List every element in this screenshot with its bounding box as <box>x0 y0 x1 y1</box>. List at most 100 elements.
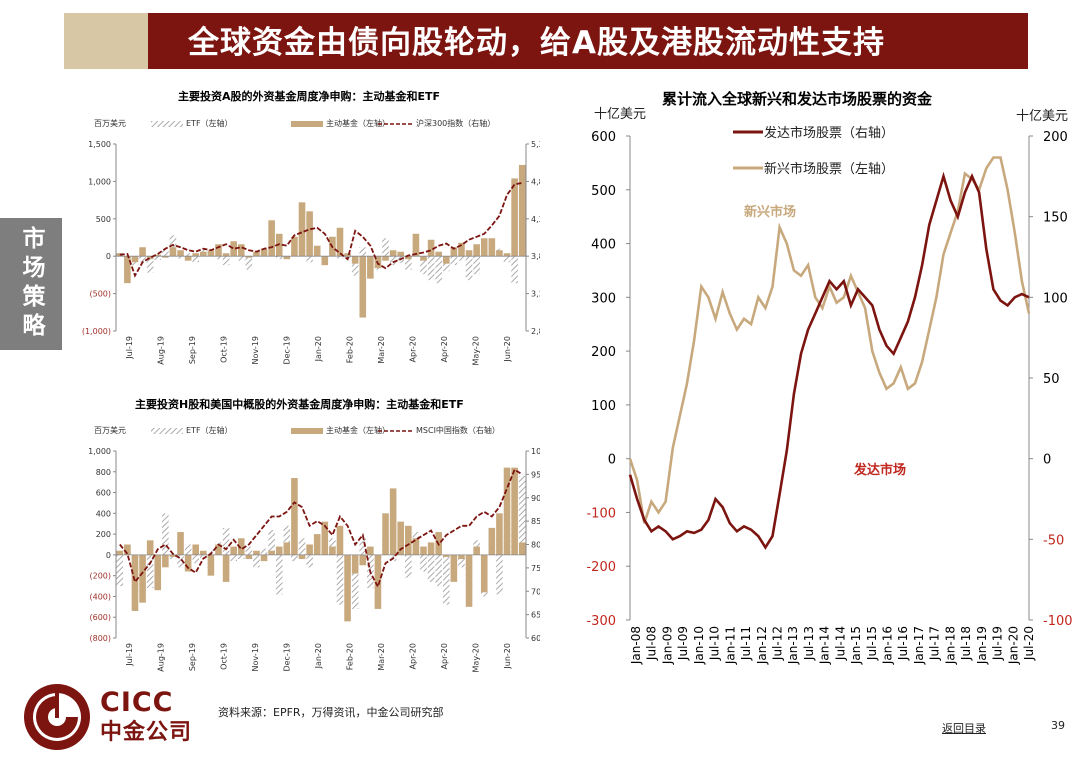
active-fund-bar <box>177 250 184 257</box>
active-fund-bar <box>480 554 488 593</box>
active-fund-bar <box>162 554 169 568</box>
active-fund-bar <box>116 253 124 257</box>
active-fund-bar <box>450 554 458 582</box>
legend-label-dm: 发达市场股票（右轴） <box>764 125 894 141</box>
x-tick-label: Jan-19 <box>975 626 989 665</box>
logo-text-cn: 中金公司 <box>100 720 193 745</box>
x-tick-label: Jan-11 <box>723 626 737 665</box>
left-tick-label: -100 <box>586 506 616 521</box>
active-fund-bar <box>207 250 215 257</box>
right-tick-label: 100 <box>531 447 540 456</box>
active-fund-bar <box>427 239 435 257</box>
x-tick-label: Feb-20 <box>346 643 355 670</box>
left-tick-label: 0 <box>608 453 616 468</box>
x-tick-label: Jul-15 <box>865 626 879 661</box>
active-fund-bar <box>306 211 313 257</box>
right-tick-label: 4,300 <box>531 215 540 224</box>
left-tick-label: -300 <box>586 614 616 629</box>
active-fund-bar <box>230 546 237 555</box>
etf-bar <box>177 554 184 568</box>
etf-bar <box>245 546 253 555</box>
active-fund-bar <box>351 554 359 574</box>
etf-bar <box>458 554 465 568</box>
etf-bar <box>169 554 177 560</box>
active-fund-bar <box>146 256 154 260</box>
active-fund-bar <box>268 220 275 257</box>
left-tick-label: 600 <box>591 130 616 145</box>
active-fund-bar <box>420 546 427 555</box>
etf-bar <box>442 554 450 605</box>
active-fund-bar <box>275 546 283 555</box>
active-fund-bar <box>480 238 488 257</box>
etf-bar <box>427 256 435 281</box>
x-tick-label: Jul-19 <box>125 643 134 667</box>
etf-bar <box>222 527 230 555</box>
active-fund-bar <box>412 233 420 257</box>
active-fund-bar <box>465 554 473 607</box>
x-tick-label: Jul-18 <box>959 626 973 661</box>
x-tick-label: Feb-20 <box>346 336 355 363</box>
active-fund-bar <box>268 550 275 555</box>
x-tick-label: Mar-20 <box>377 336 386 364</box>
etf-bar <box>291 554 298 562</box>
legend-label-active: 主动基金（左轴） <box>326 425 390 435</box>
x-tick-label: Jan-12 <box>755 626 769 665</box>
right-tick-label: 200 <box>1043 130 1068 145</box>
x-tick-label: Dec-19 <box>282 643 291 672</box>
x-tick-label: Nov-19 <box>251 336 260 364</box>
x-tick-label: Jul-19 <box>991 626 1005 661</box>
x-tick-label: Mar-20 <box>377 643 386 671</box>
chart3-cumulative-flows: 十亿美元 十亿美元-300-200-1000100200300400500600-… <box>586 107 1072 665</box>
x-tick-label: Jun-20 <box>503 336 512 363</box>
x-tick-label: Nov-19 <box>251 643 260 671</box>
active-fund-bar <box>496 250 503 257</box>
left-tick-label: 800 <box>96 468 111 477</box>
etf-bar <box>496 554 503 595</box>
active-fund-bar <box>184 256 192 261</box>
active-fund-bar <box>124 256 131 284</box>
etf-bar <box>116 554 124 587</box>
right-tick-label: 80 <box>531 541 540 550</box>
right-tick-label: 50 <box>1043 372 1060 387</box>
right-tick-label: 100 <box>1043 291 1068 306</box>
right-tick-label: 65 <box>531 611 540 620</box>
x-tick-label: Jul-11 <box>739 626 753 661</box>
cicc-logo-icon <box>24 684 90 750</box>
x-tick-label: Jan-14 <box>818 626 832 665</box>
active-fund-bar <box>207 554 215 576</box>
etf-bar <box>275 256 283 260</box>
legend-label-etf: ETF（左轴） <box>186 425 233 435</box>
etf-bar <box>336 554 344 605</box>
active-fund-bar <box>503 253 511 257</box>
etf-bar <box>306 256 313 263</box>
source-note: 资料来源：EPFR，万得资讯，中金公司研究部 <box>218 706 444 719</box>
etf-bar <box>298 538 306 555</box>
active-fund-bar <box>511 178 518 257</box>
back-to-contents-link[interactable]: 返回目录 <box>942 722 986 735</box>
active-fund-bar <box>131 256 139 263</box>
etf-bar <box>405 256 412 270</box>
active-fund-bar <box>139 554 146 603</box>
etf-bar <box>511 256 518 284</box>
left-tick-label: -200 <box>586 560 616 575</box>
right-tick-label: 4,800 <box>531 177 540 186</box>
etf-bar <box>162 250 169 257</box>
etf-bar <box>420 554 427 572</box>
active-fund-bar <box>291 236 298 257</box>
x-tick-label: Apr-20 <box>440 643 449 669</box>
etf-bar <box>177 256 184 259</box>
etf-bar <box>427 554 435 582</box>
sidebar-section-tab[interactable]: 市场策略 <box>0 218 62 350</box>
x-tick-label: Oct-19 <box>219 336 228 363</box>
right-tick-label: 60 <box>531 634 540 643</box>
etf-bar <box>139 256 146 263</box>
right-tick-label: 85 <box>531 517 540 526</box>
etf-bar <box>351 554 359 609</box>
chart3-title: 累计流入全球新兴和发达市场股票的资金 <box>662 90 933 108</box>
etf-bar <box>306 554 313 568</box>
active-fund-bar <box>465 250 473 257</box>
chart1-title: 主要投资A股的外资基金周度净申购：主动基金和ETF <box>178 90 441 103</box>
active-fund-bar <box>222 253 230 257</box>
left-tick-label: (800) <box>89 634 111 643</box>
active-fund-bar <box>336 227 344 257</box>
